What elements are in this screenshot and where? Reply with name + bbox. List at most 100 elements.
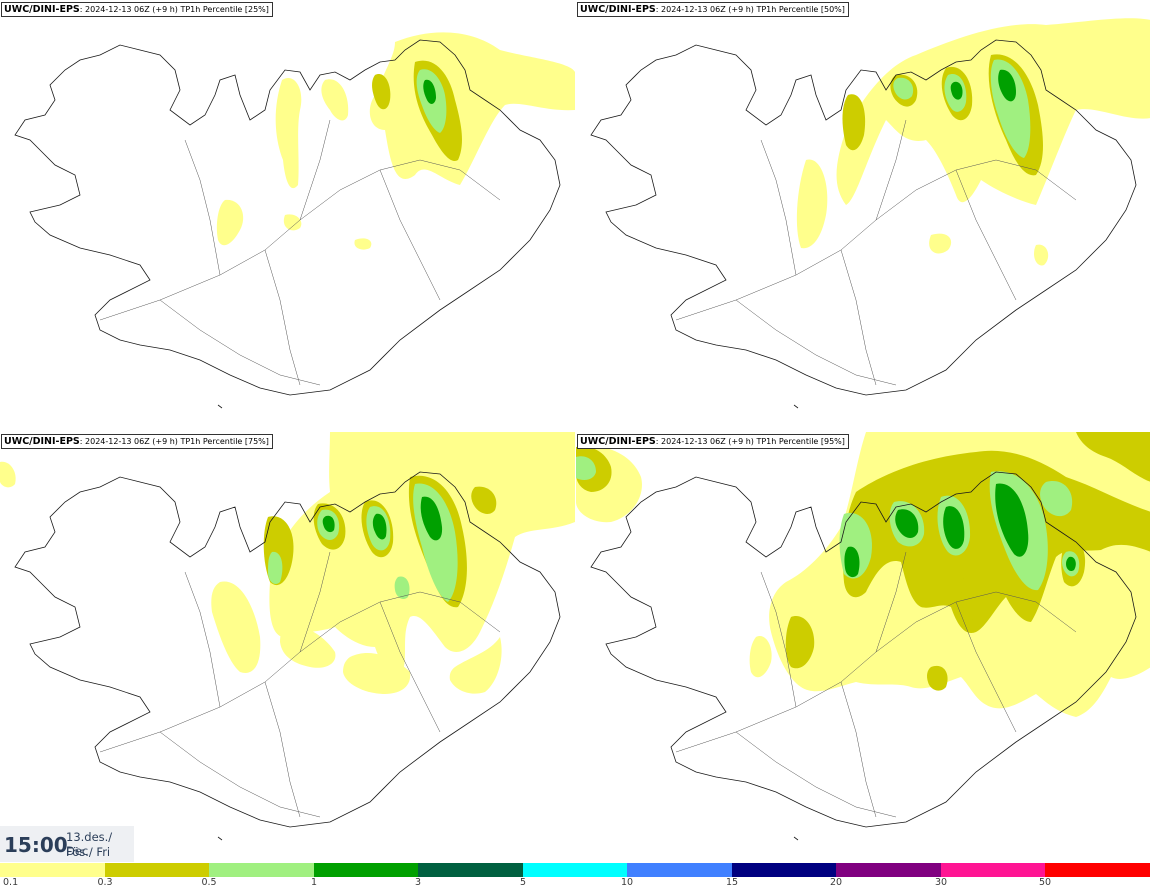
road-network bbox=[99, 119, 501, 386]
colorbar-tick-label: 10 bbox=[620, 877, 634, 888]
field-name: TP1h Percentile [75%] bbox=[180, 437, 269, 446]
precip-heavy-area bbox=[423, 79, 436, 104]
precip-light-area bbox=[216, 199, 244, 246]
colorbar-segment bbox=[836, 863, 941, 877]
precip-light-area bbox=[275, 78, 302, 189]
precip-light-area bbox=[343, 652, 411, 694]
colorbar-segment bbox=[522, 863, 628, 877]
precip-heavy-area bbox=[995, 483, 1029, 557]
model-name: UWC/DINI-EPS bbox=[4, 4, 80, 15]
colorbar-segment bbox=[0, 863, 105, 877]
coastline bbox=[14, 471, 561, 841]
precip-light-area bbox=[369, 32, 575, 185]
precip-light-area bbox=[1033, 244, 1049, 266]
precip-heavy-area bbox=[844, 546, 860, 578]
iceland-map bbox=[14, 32, 575, 409]
colorbar-ticks: 0.1 0.3 0.5 1 3 5 10 15 20 30 50 bbox=[0, 877, 1150, 891]
precip-strong-area bbox=[576, 456, 596, 480]
precip-strong-area bbox=[893, 77, 914, 100]
colorbar-tick-label: 50 bbox=[1038, 877, 1052, 888]
precip-medium-area bbox=[785, 616, 815, 669]
colorbar-tick-label: 20 bbox=[829, 877, 843, 888]
colorbar-tick-label: 0.3 bbox=[97, 877, 113, 888]
colorbar-tick-label: 3 bbox=[414, 877, 422, 888]
iceland-map bbox=[590, 18, 1150, 409]
valid-date: 13.des./ Dec bbox=[66, 830, 113, 858]
coastline bbox=[14, 39, 561, 409]
precip-light-area bbox=[321, 79, 349, 121]
road-network bbox=[675, 551, 1077, 818]
coastline bbox=[590, 39, 1137, 409]
precip-light-area bbox=[269, 432, 575, 678]
iceland-map bbox=[576, 432, 1150, 841]
precip-medium-area bbox=[961, 571, 989, 620]
field-name: TP1h Percentile [25%] bbox=[180, 5, 269, 14]
colorbar-tick-label: 0.5 bbox=[201, 877, 217, 888]
road-network bbox=[675, 119, 1077, 386]
precip-heavy-area bbox=[943, 506, 965, 549]
valid-time: 15:00 bbox=[4, 833, 68, 857]
precip-medium-area bbox=[372, 74, 391, 110]
coastline bbox=[590, 471, 1137, 841]
precip-medium-area bbox=[842, 94, 866, 151]
panel-title: UWC/DINI-EPS: 2024-12-13 06Z (+9 h) TP1h… bbox=[577, 2, 849, 17]
precip-light-area bbox=[280, 626, 336, 668]
precip-colorbar bbox=[0, 863, 1150, 877]
colorbar-segment bbox=[627, 863, 732, 877]
colorbar-tick-label: 15 bbox=[725, 877, 739, 888]
map-panel-p50: UWC/DINI-EPS: 2024-12-13 06Z (+9 h) TP1h… bbox=[576, 0, 1150, 432]
panel-title: UWC/DINI-EPS: 2024-12-13 06Z (+9 h) TP1h… bbox=[1, 434, 273, 449]
precip-strong-area bbox=[394, 576, 410, 600]
colorbar-segment bbox=[418, 863, 523, 877]
field-name: TP1h Percentile [95%] bbox=[756, 437, 845, 446]
iceland-map bbox=[0, 432, 575, 841]
colorbar-segment bbox=[104, 863, 210, 877]
colorbar-segment bbox=[940, 863, 1046, 877]
model-name: UWC/DINI-EPS bbox=[580, 436, 656, 447]
precip-light-area bbox=[0, 461, 16, 488]
map-panel-p25: UWC/DINI-EPS: 2024-12-13 06Z (+9 h) TP1h… bbox=[0, 0, 575, 432]
model-name: UWC/DINI-EPS bbox=[4, 436, 80, 447]
precip-layer bbox=[0, 432, 575, 694]
run-info: : 2024-12-13 06Z (+9 h) bbox=[79, 5, 178, 14]
colorbar-tick-label: 1 bbox=[310, 877, 318, 888]
precip-light-area bbox=[836, 18, 1150, 205]
precip-light-area bbox=[796, 159, 828, 249]
precip-layer bbox=[576, 432, 1150, 717]
precip-layer bbox=[216, 32, 575, 250]
precip-strong-area bbox=[268, 551, 283, 584]
precip-strong-area bbox=[1040, 481, 1073, 517]
precip-light-area bbox=[211, 581, 261, 673]
precip-heavy-area bbox=[372, 513, 387, 540]
road-network bbox=[99, 551, 501, 818]
panel-title: UWC/DINI-EPS: 2024-12-13 06Z (+9 h) TP1h… bbox=[577, 434, 849, 449]
precip-heavy-area bbox=[998, 69, 1016, 102]
colorbar-segment bbox=[731, 863, 837, 877]
precip-heavy-area bbox=[1066, 556, 1076, 572]
precip-light-area bbox=[449, 637, 502, 694]
valid-time-box: 15:00 13.des./ Dec Fös./ Fri bbox=[0, 826, 134, 862]
precip-heavy-area bbox=[950, 81, 963, 100]
valid-weekday: Fös./ Fri bbox=[66, 845, 111, 859]
panel-title: UWC/DINI-EPS: 2024-12-13 06Z (+9 h) TP1h… bbox=[1, 2, 273, 17]
map-panel-p75: UWC/DINI-EPS: 2024-12-13 06Z (+9 h) TP1h… bbox=[0, 432, 575, 864]
colorbar-tick-label: 30 bbox=[934, 877, 948, 888]
colorbar-tick-label: 5 bbox=[519, 877, 527, 888]
run-info: : 2024-12-13 06Z (+9 h) bbox=[79, 437, 178, 446]
precip-light-area bbox=[283, 214, 302, 231]
precip-light-area bbox=[929, 233, 952, 254]
colorbar-tick-label: 0.1 bbox=[3, 877, 19, 888]
field-name: TP1h Percentile [50%] bbox=[756, 5, 845, 14]
run-info: : 2024-12-13 06Z (+9 h) bbox=[655, 437, 754, 446]
precip-light-area bbox=[354, 238, 372, 250]
model-name: UWC/DINI-EPS bbox=[580, 4, 656, 15]
precip-light-area bbox=[749, 636, 772, 678]
precip-heavy-area bbox=[895, 509, 919, 538]
precip-heavy-area bbox=[420, 496, 443, 541]
map-panel-p95: UWC/DINI-EPS: 2024-12-13 06Z (+9 h) TP1h… bbox=[576, 432, 1150, 864]
precip-medium-area bbox=[927, 665, 948, 691]
precip-layer bbox=[796, 18, 1150, 266]
run-info: : 2024-12-13 06Z (+9 h) bbox=[655, 5, 754, 14]
precip-heavy-area bbox=[322, 515, 335, 533]
precip-medium-area bbox=[1076, 432, 1150, 482]
